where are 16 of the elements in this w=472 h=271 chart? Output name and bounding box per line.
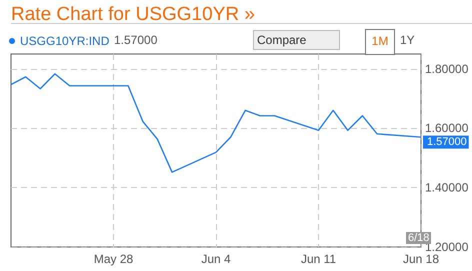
annotation: 6/18: [406, 232, 432, 244]
x-tick-label: Jun 18: [402, 252, 440, 266]
x-tick-label: Jun 4: [201, 252, 231, 266]
annotation: 1.57000: [427, 136, 467, 148]
text: 1Y: [400, 33, 415, 47]
text: 1.57000: [114, 33, 158, 47]
text: Compare: [253, 30, 340, 50]
chart-title: Rate Chart for USGG10YR »: [11, 4, 255, 26]
y-tick-label: 1.60000: [425, 121, 469, 136]
text: 1M: [365, 29, 395, 55]
x-tick-label: Jun 11: [300, 252, 336, 266]
y-tick-label: 1.40000: [425, 180, 469, 195]
line-series: [10, 73, 422, 173]
x-tick-label: May 28: [94, 252, 134, 266]
legend-label: USGG10YR:IND: [20, 34, 110, 48]
y-tick-label: 1.80000: [425, 62, 469, 76]
